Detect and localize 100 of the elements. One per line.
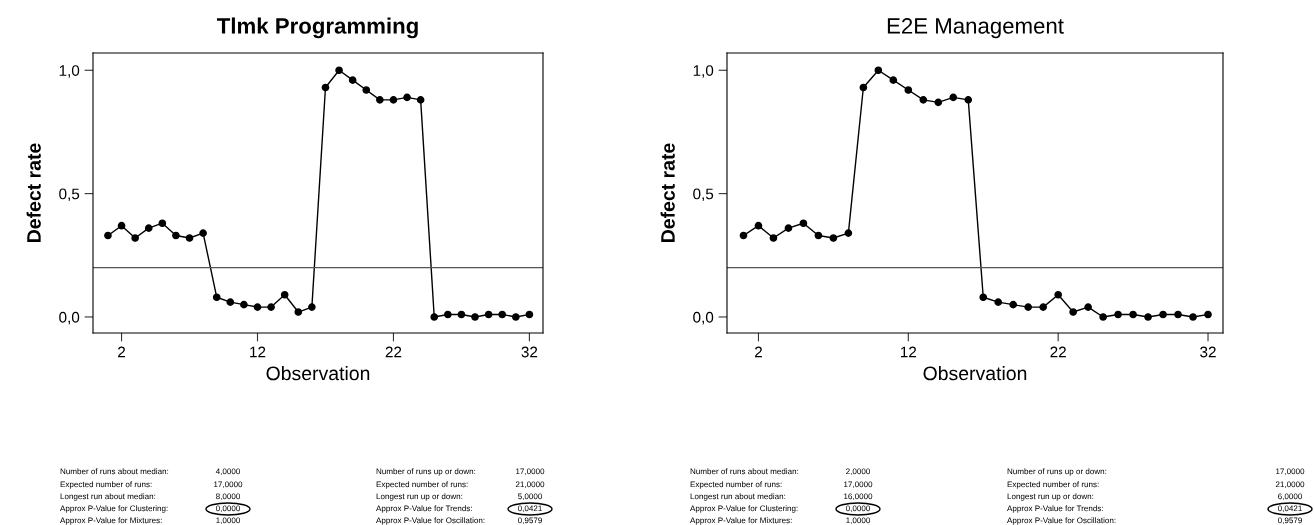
point: [829, 234, 838, 242]
text: Number of runs about median:: [60, 468, 169, 475]
text: Expected number of runs:: [1007, 481, 1099, 489]
point: [498, 310, 507, 319]
point: [754, 221, 763, 230]
text: Longest run about median:: [60, 493, 156, 501]
point: [444, 310, 452, 319]
text: Expected number of runs:: [690, 481, 782, 489]
point: [1039, 303, 1048, 311]
text: 17,0000: [844, 481, 873, 489]
y-axis-title: Defect rate: [26, 143, 41, 242]
text: 21,0000: [515, 481, 545, 489]
point: [104, 231, 112, 240]
point: [844, 229, 853, 237]
point: [1204, 310, 1212, 319]
text: 6,0000: [1278, 493, 1303, 501]
point: [994, 298, 1003, 306]
point: [294, 308, 303, 316]
x-tick-label: 12: [250, 346, 266, 358]
point: [280, 290, 289, 299]
point: [267, 303, 275, 311]
point: [1009, 300, 1018, 309]
point: [403, 93, 411, 102]
point: [253, 303, 262, 311]
text: 0,0000: [216, 505, 241, 513]
text: Number of runs about median:: [690, 468, 799, 475]
point: [1189, 313, 1197, 321]
x-axis-title: Observation: [266, 365, 370, 381]
point: [172, 231, 180, 240]
point: [874, 66, 883, 75]
text: 1,0000: [846, 517, 871, 525]
point: [1069, 308, 1077, 316]
point: [1054, 290, 1062, 299]
text: Number of runs up or down:: [1007, 468, 1107, 476]
point: [1129, 310, 1137, 319]
text: 0,9579: [518, 517, 542, 525]
text: Approx P-Value for Oscillation:: [1007, 517, 1116, 525]
point: [471, 313, 479, 321]
y-tick-label: 0,5: [693, 188, 714, 202]
text: Approx P-Value for Trends:: [1007, 505, 1103, 513]
y-tick-label: 1,0: [693, 65, 714, 78]
point: [430, 313, 439, 321]
point: [335, 66, 343, 75]
point: [117, 221, 126, 230]
text: Approx P-Value for Trends:: [376, 505, 472, 513]
y-tick-label: 0,0: [59, 311, 80, 325]
point: [1159, 310, 1167, 319]
point: [1144, 313, 1152, 321]
text: Number of runs up or down:: [376, 468, 476, 476]
text: 5,0000: [518, 493, 543, 501]
text: 21,0000: [1275, 481, 1305, 489]
point: [185, 234, 194, 242]
point: [321, 83, 330, 92]
point: [769, 234, 778, 242]
point: [348, 76, 357, 84]
text: Expected number of runs:: [60, 481, 152, 489]
y-tick-label: 1,0: [59, 65, 80, 78]
x-tick-label: 22: [385, 346, 402, 358]
x-tick-label: 2: [118, 346, 126, 358]
text: Approx P-Value for Clustering:: [690, 505, 798, 513]
point: [144, 224, 153, 232]
x-tick-label: 2: [754, 346, 762, 358]
text: 8,0000: [216, 493, 241, 501]
point: [212, 293, 221, 302]
y-tick-label: 0,0: [693, 311, 714, 325]
chart-title: E2E Management: [887, 18, 1064, 39]
point: [308, 303, 316, 311]
point: [199, 229, 207, 237]
text: Longest run about median:: [690, 493, 786, 501]
point: [799, 219, 808, 228]
x-tick-label: 22: [1050, 346, 1066, 358]
text: 17,0000: [1276, 468, 1305, 476]
point: [814, 231, 823, 240]
point: [362, 86, 371, 94]
text: Expected number of runs:: [376, 481, 468, 489]
text: 0,0421: [1278, 505, 1302, 513]
point: [904, 86, 913, 94]
text: 2,0000: [846, 468, 871, 476]
point: [979, 293, 988, 302]
point: [416, 96, 425, 104]
x-axis-title: Observation: [923, 365, 1027, 381]
point: [934, 98, 943, 107]
text: 16,0000: [844, 493, 873, 501]
chart-title: Tlmk Programming: [217, 17, 418, 39]
point: [158, 219, 167, 228]
point: [859, 83, 868, 92]
text: 0,9579: [1278, 517, 1302, 525]
point: [784, 224, 793, 232]
point: [919, 96, 928, 104]
text: 17,0000: [214, 481, 243, 489]
y-axis-title: Defect rate: [660, 143, 675, 242]
point: [131, 234, 139, 242]
point: [1084, 303, 1092, 311]
text: 17,0000: [516, 468, 545, 476]
point: [1024, 303, 1033, 311]
point: [1099, 313, 1107, 321]
point: [457, 310, 466, 319]
text: Longest run up or down:: [376, 493, 463, 501]
point: [889, 76, 898, 84]
point: [964, 96, 973, 104]
